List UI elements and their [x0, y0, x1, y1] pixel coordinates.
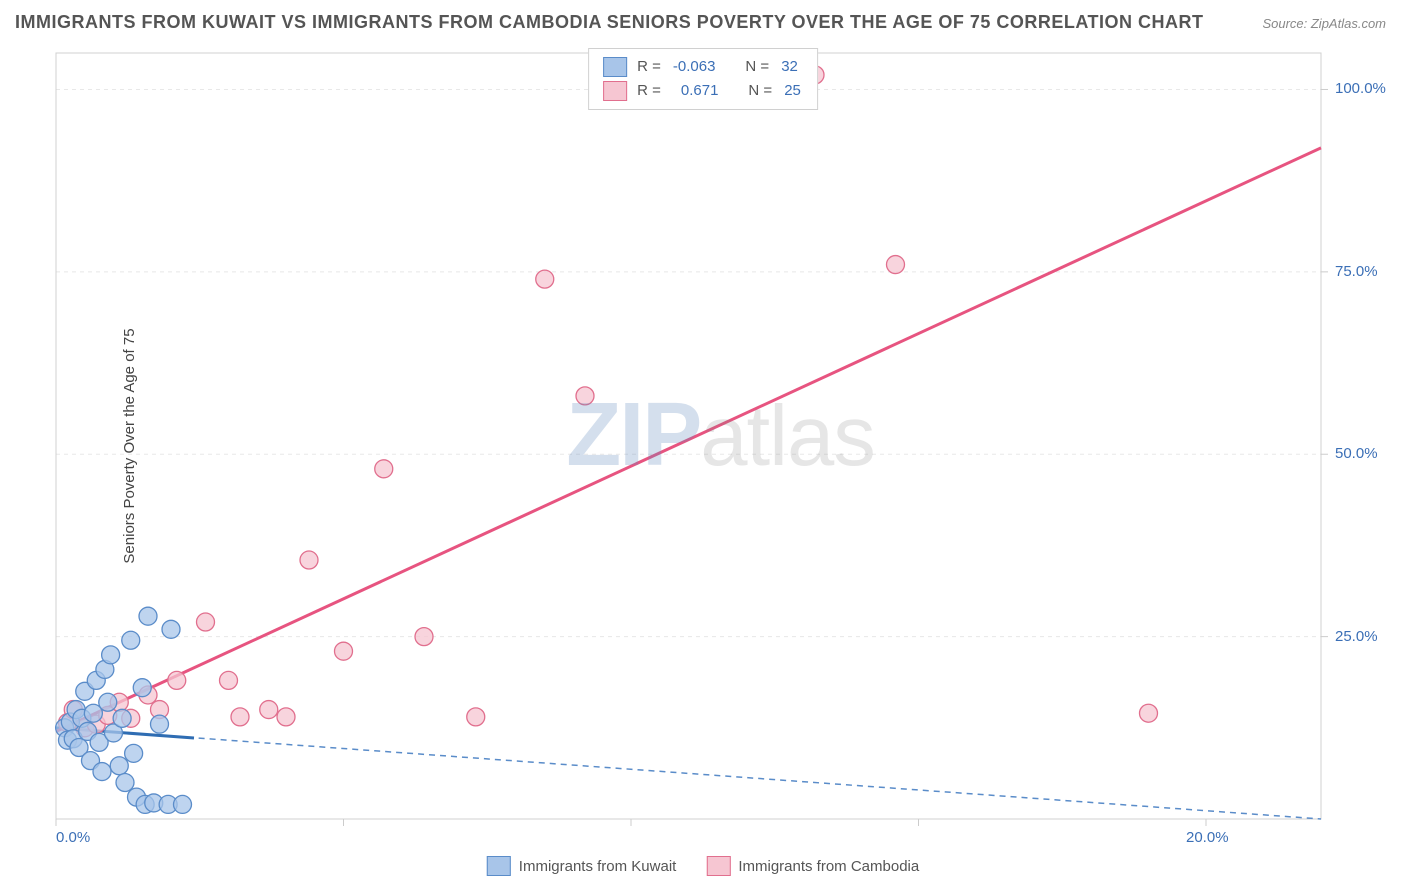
swatch-kuwait [603, 57, 627, 77]
stats-row-kuwait: R = -0.063 N = 32 [603, 55, 803, 79]
r-label: R = [637, 55, 661, 79]
swatch-cambodia [603, 81, 627, 101]
chart-svg [50, 45, 1391, 847]
chart-plot-area: ZIPatlas [50, 45, 1391, 847]
stats-row-cambodia: R = 0.671 N = 25 [603, 79, 803, 103]
y-tick-label: 25.0% [1335, 628, 1378, 645]
swatch-cambodia [706, 856, 730, 876]
r-value-kuwait: -0.063 [673, 55, 716, 79]
n-label: N = [748, 79, 772, 103]
legend-item-cambodia: Immigrants from Cambodia [706, 856, 919, 876]
series-legend: Immigrants from Kuwait Immigrants from C… [487, 856, 919, 876]
r-value-cambodia: 0.671 [681, 79, 719, 103]
n-value-cambodia: 25 [784, 79, 801, 103]
y-tick-label: 75.0% [1335, 263, 1378, 280]
y-tick-label: 100.0% [1335, 80, 1386, 97]
n-value-kuwait: 32 [781, 55, 798, 79]
swatch-kuwait [487, 856, 511, 876]
chart-title: IMMIGRANTS FROM KUWAIT VS IMMIGRANTS FRO… [15, 12, 1204, 33]
legend-item-kuwait: Immigrants from Kuwait [487, 856, 677, 876]
legend-label-cambodia: Immigrants from Cambodia [738, 858, 919, 875]
r-label: R = [637, 79, 661, 103]
source-attribution: Source: ZipAtlas.com [1262, 16, 1386, 31]
n-label: N = [745, 55, 769, 79]
legend-label-kuwait: Immigrants from Kuwait [519, 858, 677, 875]
x-tick-label: 20.0% [1186, 829, 1229, 846]
stats-legend: R = -0.063 N = 32 R = 0.671 N = 25 [588, 48, 818, 110]
y-tick-label: 50.0% [1335, 445, 1378, 462]
x-tick-label: 0.0% [56, 829, 90, 846]
